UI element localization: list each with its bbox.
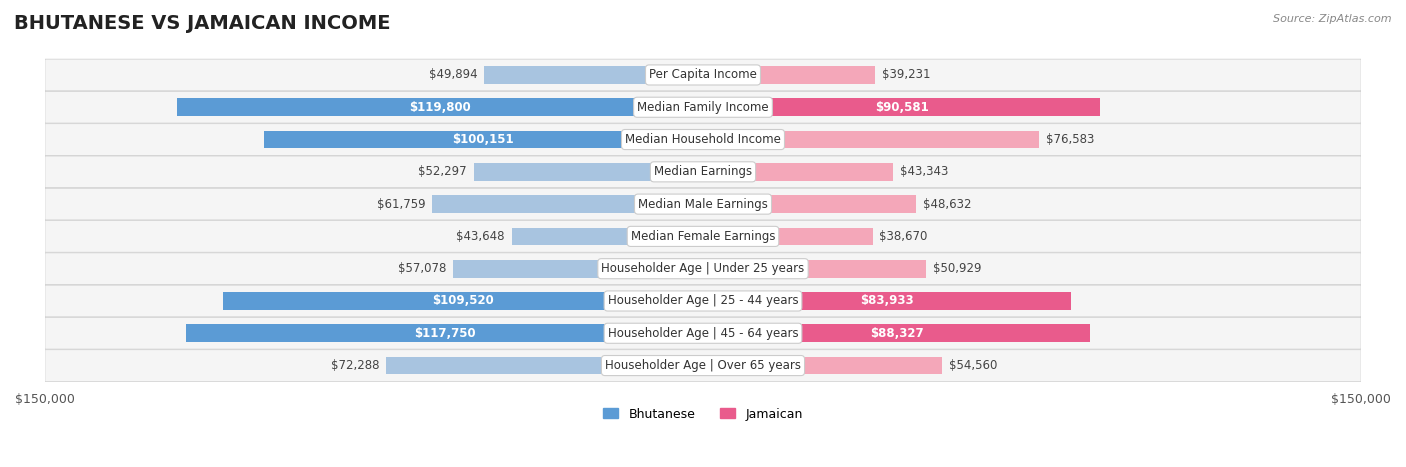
Text: $119,800: $119,800 — [409, 101, 471, 114]
FancyBboxPatch shape — [45, 156, 1361, 188]
Bar — [385, 357, 703, 375]
FancyBboxPatch shape — [45, 124, 1361, 156]
FancyBboxPatch shape — [45, 220, 1361, 252]
Text: $83,933: $83,933 — [860, 295, 914, 307]
Text: $38,670: $38,670 — [879, 230, 928, 243]
Text: $50,929: $50,929 — [934, 262, 981, 275]
Text: Median Family Income: Median Family Income — [637, 101, 769, 114]
FancyBboxPatch shape — [45, 59, 1361, 91]
Text: $43,343: $43,343 — [900, 165, 948, 178]
Text: Median Earnings: Median Earnings — [654, 165, 752, 178]
Text: Householder Age | Over 65 years: Householder Age | Over 65 years — [605, 359, 801, 372]
Bar — [703, 195, 917, 213]
Text: $43,648: $43,648 — [457, 230, 505, 243]
Text: $61,759: $61,759 — [377, 198, 426, 211]
Bar — [432, 195, 703, 213]
FancyBboxPatch shape — [45, 285, 1361, 317]
Text: Median Female Earnings: Median Female Earnings — [631, 230, 775, 243]
Bar — [703, 163, 893, 181]
Text: $100,151: $100,151 — [453, 133, 515, 146]
Text: Householder Age | 25 - 44 years: Householder Age | 25 - 44 years — [607, 295, 799, 307]
Bar — [512, 227, 703, 245]
Text: $49,894: $49,894 — [429, 69, 478, 81]
Text: Source: ZipAtlas.com: Source: ZipAtlas.com — [1274, 14, 1392, 24]
Text: Median Household Income: Median Household Income — [626, 133, 780, 146]
Text: $90,581: $90,581 — [875, 101, 928, 114]
Text: $54,560: $54,560 — [949, 359, 997, 372]
FancyBboxPatch shape — [45, 350, 1361, 382]
Bar — [453, 260, 703, 277]
Bar — [187, 325, 703, 342]
FancyBboxPatch shape — [45, 318, 1361, 349]
Text: $48,632: $48,632 — [922, 198, 972, 211]
Text: $88,327: $88,327 — [870, 327, 924, 340]
Text: $39,231: $39,231 — [882, 69, 931, 81]
Bar — [703, 260, 927, 277]
Text: $57,078: $57,078 — [398, 262, 446, 275]
FancyBboxPatch shape — [45, 92, 1361, 123]
Bar — [177, 99, 703, 116]
Text: Householder Age | Under 25 years: Householder Age | Under 25 years — [602, 262, 804, 275]
Bar — [703, 292, 1071, 310]
Text: $52,297: $52,297 — [419, 165, 467, 178]
Text: Per Capita Income: Per Capita Income — [650, 69, 756, 81]
Text: Householder Age | 45 - 64 years: Householder Age | 45 - 64 years — [607, 327, 799, 340]
Text: $117,750: $117,750 — [413, 327, 475, 340]
Bar — [703, 99, 1101, 116]
Text: $76,583: $76,583 — [1046, 133, 1094, 146]
Bar — [484, 66, 703, 84]
Text: BHUTANESE VS JAMAICAN INCOME: BHUTANESE VS JAMAICAN INCOME — [14, 14, 391, 33]
Bar — [474, 163, 703, 181]
Bar — [703, 357, 942, 375]
Bar — [703, 227, 873, 245]
Legend: Bhutanese, Jamaican: Bhutanese, Jamaican — [599, 403, 807, 425]
Bar — [703, 66, 875, 84]
Text: $109,520: $109,520 — [432, 295, 494, 307]
Text: $72,288: $72,288 — [330, 359, 380, 372]
Text: Median Male Earnings: Median Male Earnings — [638, 198, 768, 211]
FancyBboxPatch shape — [45, 188, 1361, 220]
Bar — [222, 292, 703, 310]
FancyBboxPatch shape — [45, 253, 1361, 284]
Bar — [264, 131, 703, 149]
Bar — [703, 131, 1039, 149]
Bar — [703, 325, 1091, 342]
